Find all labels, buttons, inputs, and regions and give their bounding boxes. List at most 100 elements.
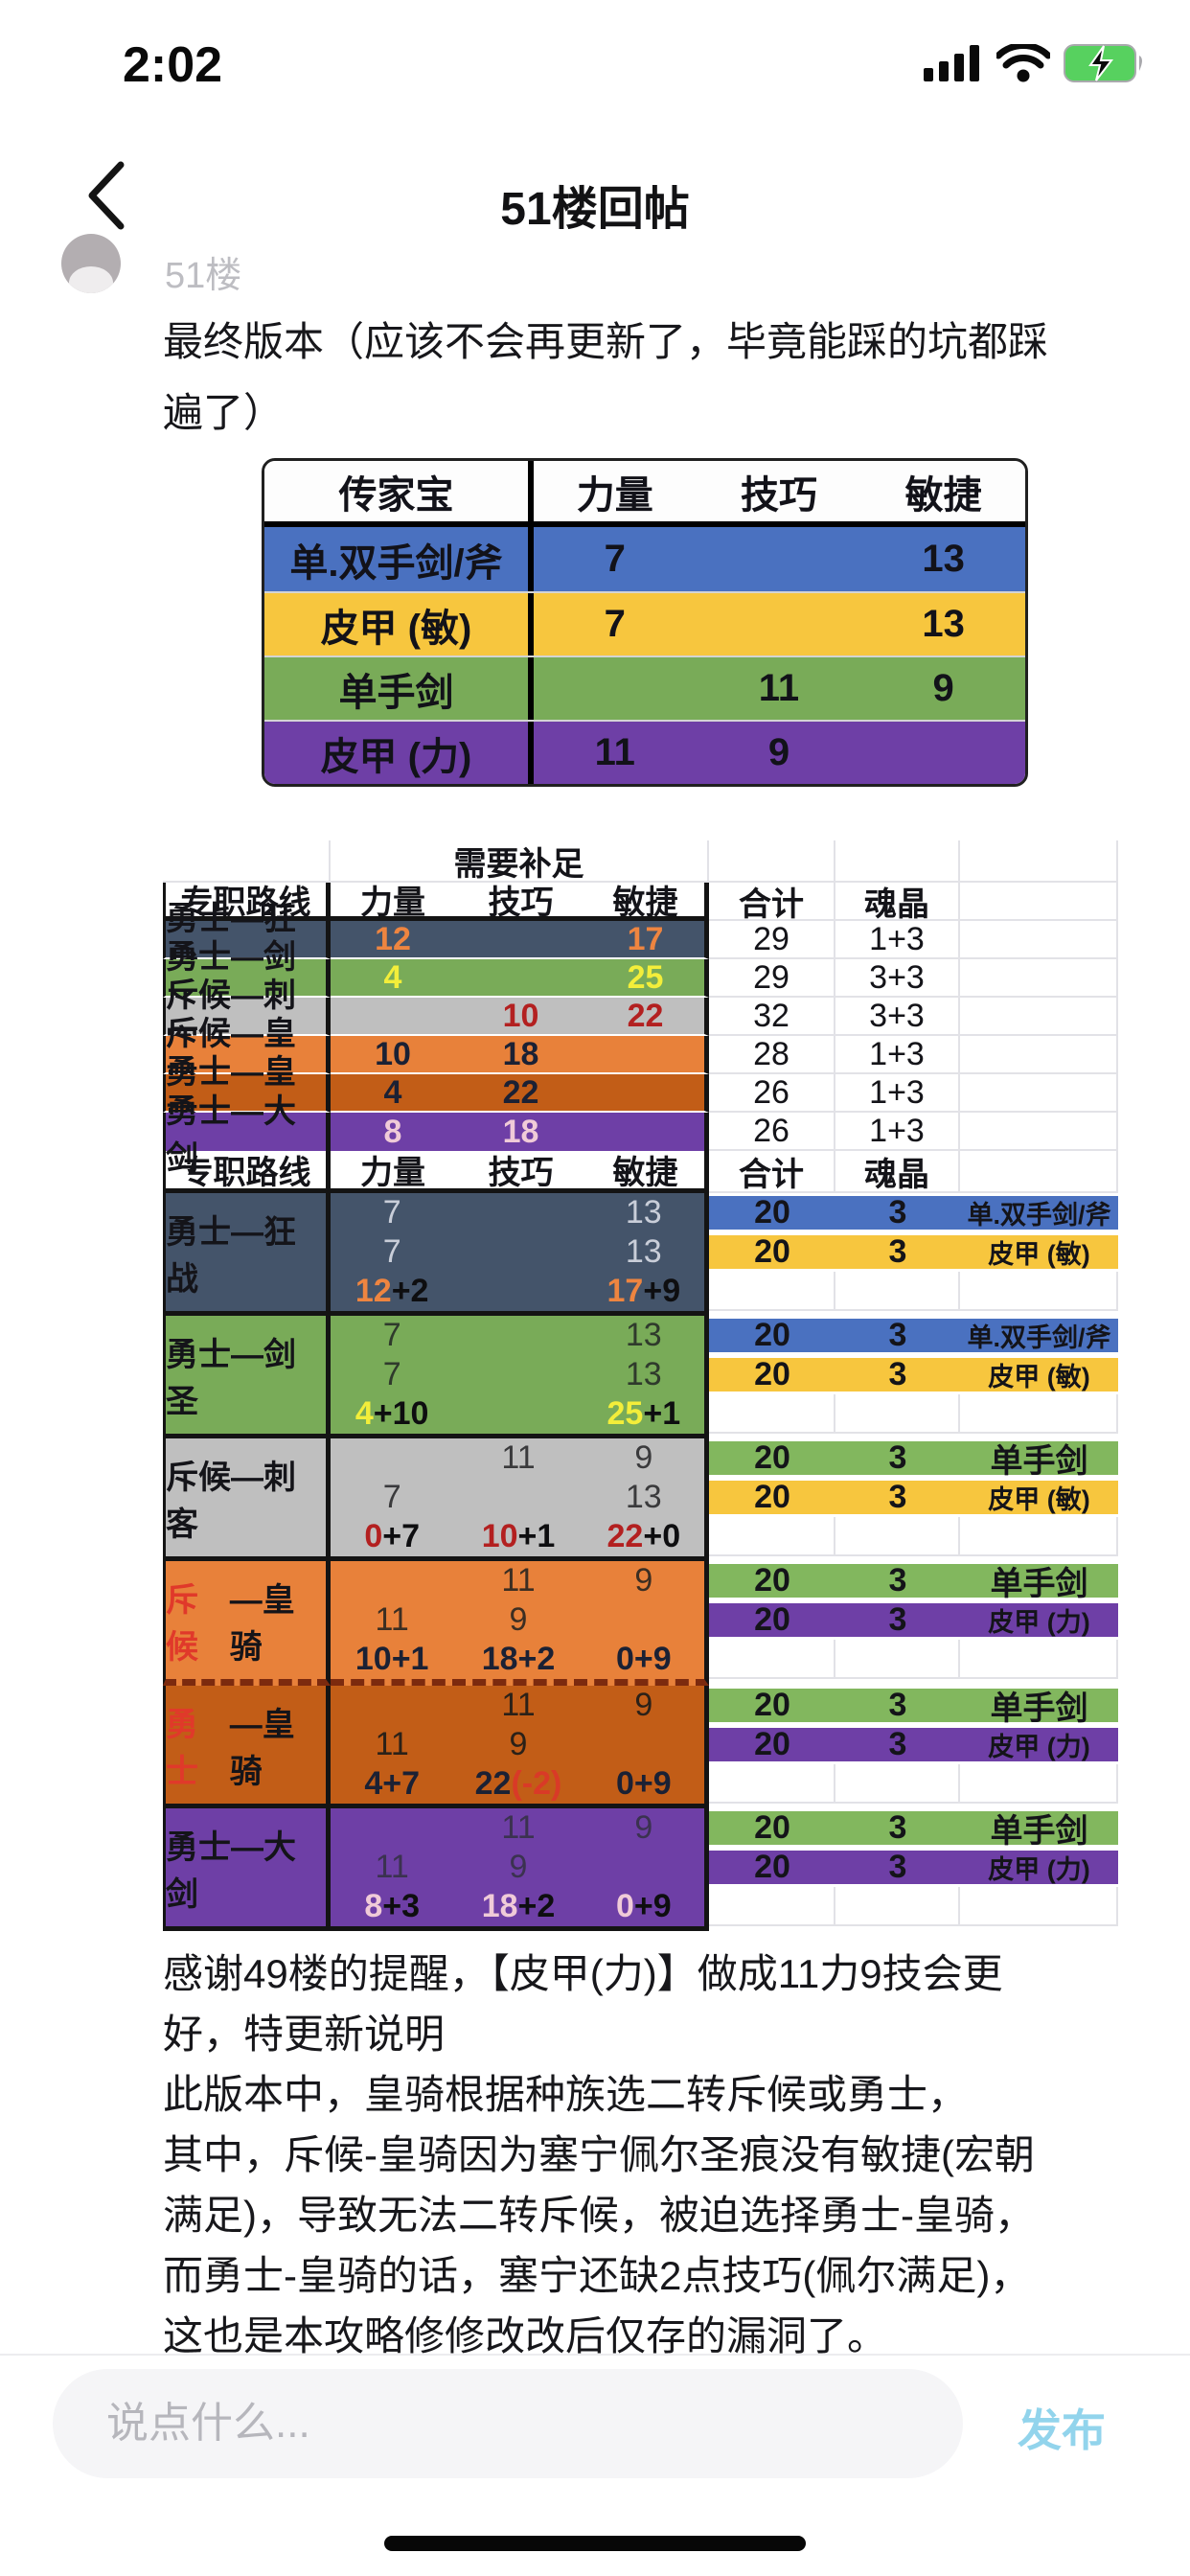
band-equipment-name: 皮甲 (力) (988, 1855, 1090, 1884)
table2-empty-result-row (709, 1640, 1118, 1679)
post-paragraph-bottom: 感谢49楼的提醒，【皮甲(力)】做成11力9技会更 好，特更新说明 此版本中，皇骑根… (163, 1944, 1131, 2366)
comment-input[interactable] (53, 2369, 963, 2478)
table2-stat-cell: 13 (584, 1232, 704, 1272)
table2-empty-cell (709, 1764, 835, 1804)
table2-stat-cell: 10+1 (331, 1640, 453, 1679)
table2-stat-cell: 4 +10 (331, 1394, 453, 1434)
publish-button[interactable]: 发布 (1018, 2396, 1106, 2459)
band-total-cell: 20 (754, 1726, 790, 1762)
table1-stat-cell: 13 (922, 538, 965, 580)
table2-stat-cell: 11 (453, 1686, 583, 1725)
table2-empty-cell (960, 959, 1118, 998)
comment-input-pill[interactable] (53, 2369, 963, 2478)
band-total-cell: 20 (754, 1687, 790, 1723)
table2-header-cell: 技巧 (455, 1151, 586, 1193)
table2-stat-cell: 22 (455, 1074, 586, 1113)
table2-soul-cell: 3+3 (835, 998, 960, 1036)
table2-empty-cell (960, 1517, 1118, 1556)
value-part: +3 (382, 1888, 421, 1924)
post-text-line: 最终版本（应该不会再更新了，毕竟能踩的坑都踩 (163, 319, 1049, 364)
band-soul-cell: 3 (888, 1194, 907, 1230)
avatar[interactable] (61, 234, 121, 293)
table2-stat-cell: 11 (331, 1725, 453, 1764)
value-part: 18 (481, 1888, 518, 1924)
table2-stat-cell: 11 (331, 1848, 453, 1887)
table1-row: 皮甲 (敏) 7 13 (264, 591, 1025, 656)
value-part: 22 (502, 1073, 539, 1111)
value-part: 4 (383, 1073, 402, 1111)
value-part: 4 (355, 1395, 374, 1432)
table2-stat-cell: 12 +2 (331, 1272, 453, 1311)
table2-stats-grid: 11 9 11 9 10+1 18+2 0+9 (331, 1561, 709, 1686)
table2-stats-row: 11 9 (331, 1848, 704, 1887)
table2-stats-row: 0 +7 10 +1 22 +0 (331, 1517, 704, 1556)
table2-empty-cell (709, 840, 835, 883)
table2-class-label: 勇士—大剑 (163, 1093, 331, 1177)
table2-stats-row: 7 13 (331, 1316, 704, 1355)
table2-stat-cell: 11 (453, 1808, 583, 1848)
table2-result-rows: 20 3 单.双手剑/斧 20 3 皮甲 (敏) (709, 1193, 1118, 1316)
table2-stat-cell: 18+2 (453, 1640, 583, 1679)
cellular-signal-icon (924, 45, 983, 86)
table1-header-cell: 传家宝 (264, 461, 534, 521)
table2-empty-cell (960, 1151, 1118, 1193)
post-text-line: 而勇士-皇骑的话，塞宁还缺2点技巧(佩尔满足)， (163, 2253, 1031, 2298)
table2-merged-header-cell: 需要补足 (331, 840, 709, 883)
table2-stat-cell: 10 (455, 998, 586, 1036)
table2-empty-result-row (709, 1517, 1118, 1556)
value-part: +1 (517, 1518, 556, 1554)
status-icons (924, 42, 1146, 89)
table2-stat-cell (331, 1561, 453, 1600)
table2-stats-row: 7 13 (331, 1193, 704, 1232)
table2-soul-cell: 1+3 (835, 1036, 960, 1074)
band-equipment-name: 单手剑 (990, 1813, 1088, 1850)
table2-header-cell: 敏捷 (586, 883, 709, 921)
value-part: 4 (383, 958, 402, 996)
table2-summary-row: 勇士—剑圣 4 25 293+3 (163, 939, 1118, 1023)
table2-stat-cell (586, 1113, 709, 1151)
table1-stat-cell (697, 593, 862, 656)
table1-stat-cell (534, 657, 697, 720)
table2-empty-cell (960, 921, 1118, 959)
table2-stat-cell: 25 +1 (584, 1394, 704, 1434)
table2-empty-cell (835, 1394, 960, 1434)
home-indicator[interactable] (384, 2536, 806, 2551)
value-part: +2 (517, 1888, 556, 1924)
table2-stat-cell (453, 1232, 583, 1272)
table1-stat-cell: 13 (922, 603, 965, 645)
stats-table-heirloom: 传家宝 力量 技巧 敏捷 单.双手剑/斧 7 13 皮甲 (敏) 7 13 单手剑 11 9 皮甲 (力)… (262, 458, 1028, 787)
table2-stat-cell (584, 1848, 704, 1887)
value-part: 11 (501, 1687, 536, 1723)
table2-block: 勇士—狂战 7 13 7 13 12 +2 17 +9 20 3 单.双手剑/斧 20 3 皮甲 (敏) (163, 1193, 1118, 1316)
band-soul-cell: 3 (888, 1356, 907, 1392)
band-soul-cell: 3 (888, 1439, 907, 1476)
value-part: 9 (509, 1849, 528, 1885)
post-text-line: 感谢49楼的提醒，【皮甲(力)】做成11力9技会更 (163, 1951, 1003, 1996)
table2-stat-cell (584, 1600, 704, 1640)
table2-stat-cell (453, 1193, 583, 1232)
table2-stat-cell: 7 (331, 1232, 453, 1272)
value-part: 13 (625, 1194, 662, 1230)
table2-stat-cell (453, 1272, 583, 1311)
table2-result-rows: 20 3 单.双手剑/斧 20 3 皮甲 (敏) (709, 1316, 1118, 1438)
table2-stat-cell: 18 (455, 1036, 586, 1074)
table2-header-cell: 魂晶 (835, 1151, 960, 1193)
value-part: 11 (375, 1726, 409, 1762)
table2-empty-result-row (709, 1272, 1118, 1311)
table2-stats-grid: 7 13 7 13 4 +10 25 +1 (331, 1316, 709, 1438)
table2-total-cell: 26 (709, 1113, 835, 1151)
table1-row: 单.双手剑/斧 7 13 (264, 527, 1025, 591)
equipment-band: 20 3 单.双手剑/斧 (709, 1193, 1118, 1232)
band-total-cell: 20 (754, 1562, 790, 1598)
table2-stat-cell: 9 (453, 1600, 583, 1640)
back-button[interactable] (82, 159, 130, 232)
table2-stat-cell (455, 959, 586, 998)
band-equipment-name: 单手剑 (990, 1690, 1088, 1727)
label-part: —皇骑 (229, 1581, 295, 1666)
table2-empty-cell (709, 1272, 835, 1311)
table2-summary-row: 勇士—大剑 8 18 261+3 (163, 1093, 1118, 1177)
band-equipment-name: 单.双手剑/斧 (967, 1323, 1111, 1352)
table2-stat-cell: 18 (455, 1113, 586, 1151)
table2-soul-cell: 1+3 (835, 1074, 960, 1113)
